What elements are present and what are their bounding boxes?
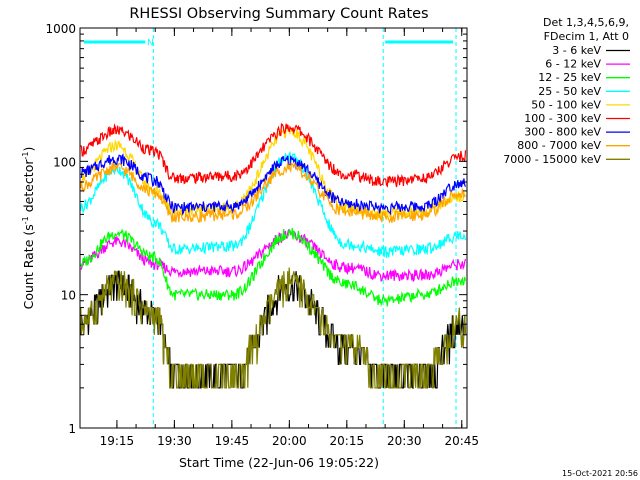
- plot-timestamp: 15-Oct-2021 20:56: [562, 469, 638, 478]
- x-tick-label-2: 19:30: [157, 434, 192, 448]
- series-line-8: [80, 162, 466, 224]
- axes: 1 10 100 1000 19:15 19:30 19:45 20:00 20:15 20:30…: [45, 22, 479, 448]
- y-tick-label-3: 100: [53, 155, 76, 169]
- legend-label-7: 300 - 800 keV: [524, 126, 601, 139]
- y-axis-label-mid: detector: [21, 159, 36, 217]
- legend: Det 1,3,4,5,6,9, FDecim 1, Att 0 3 - 6 k…: [503, 16, 630, 166]
- x-tick-label-5: 20:15: [330, 434, 365, 448]
- legend-label-1: 3 - 6 keV: [552, 44, 601, 57]
- x-tick-label-3: 19:45: [215, 434, 250, 448]
- x-tick-label-7: 20:45: [444, 434, 479, 448]
- y-axis-label-sup-2: -1: [21, 152, 30, 160]
- series-line-9: [80, 267, 467, 389]
- plot-area: N: [79, 28, 467, 428]
- y-tick-label-4: 1000: [45, 22, 76, 36]
- legend-label-6: 100 - 300 keV: [524, 112, 601, 125]
- series-line-7: [80, 153, 467, 216]
- x-tick-label-6: 20:30: [387, 434, 422, 448]
- y-axis-label-end: ): [21, 147, 36, 152]
- series-line-3: [80, 227, 467, 307]
- y-tick-label-1: 1: [68, 422, 76, 436]
- legend-header-line-1: Det 1,3,4,5,6,9,: [543, 16, 629, 29]
- x-tick-label-1: 19:15: [100, 434, 135, 448]
- legend-label-2: 6 - 12 keV: [545, 58, 601, 71]
- legend-header-line-2: FDecim 1, Att 0: [544, 30, 629, 43]
- y-axis-label-main: Count Rate (s: [21, 224, 36, 309]
- chart-title: RHESSI Observing Summary Count Rates: [129, 6, 428, 22]
- y-axis-label: Count Rate (s-1 detector-1): [21, 147, 36, 310]
- legend-label-5: 50 - 100 keV: [531, 98, 601, 111]
- y-axis-label-sup-1: -1: [21, 216, 30, 224]
- legend-label-4: 25 - 50 keV: [538, 85, 601, 98]
- series-line-2: [80, 228, 467, 283]
- legend-label-9: 7000 - 15000 keV: [503, 153, 601, 166]
- x-axis-label: Start Time (22-Jun-06 19:05:22): [179, 455, 379, 470]
- series-line-6: [80, 123, 467, 188]
- legend-label-8: 800 - 7000 keV: [517, 139, 601, 152]
- y-tick-label-2: 10: [61, 289, 76, 303]
- x-tick-label-4: 20:00: [272, 434, 307, 448]
- legend-label-3: 12 - 25 keV: [538, 71, 601, 84]
- night-marker-label: N: [147, 39, 154, 49]
- plot-frame: [79, 27, 468, 429]
